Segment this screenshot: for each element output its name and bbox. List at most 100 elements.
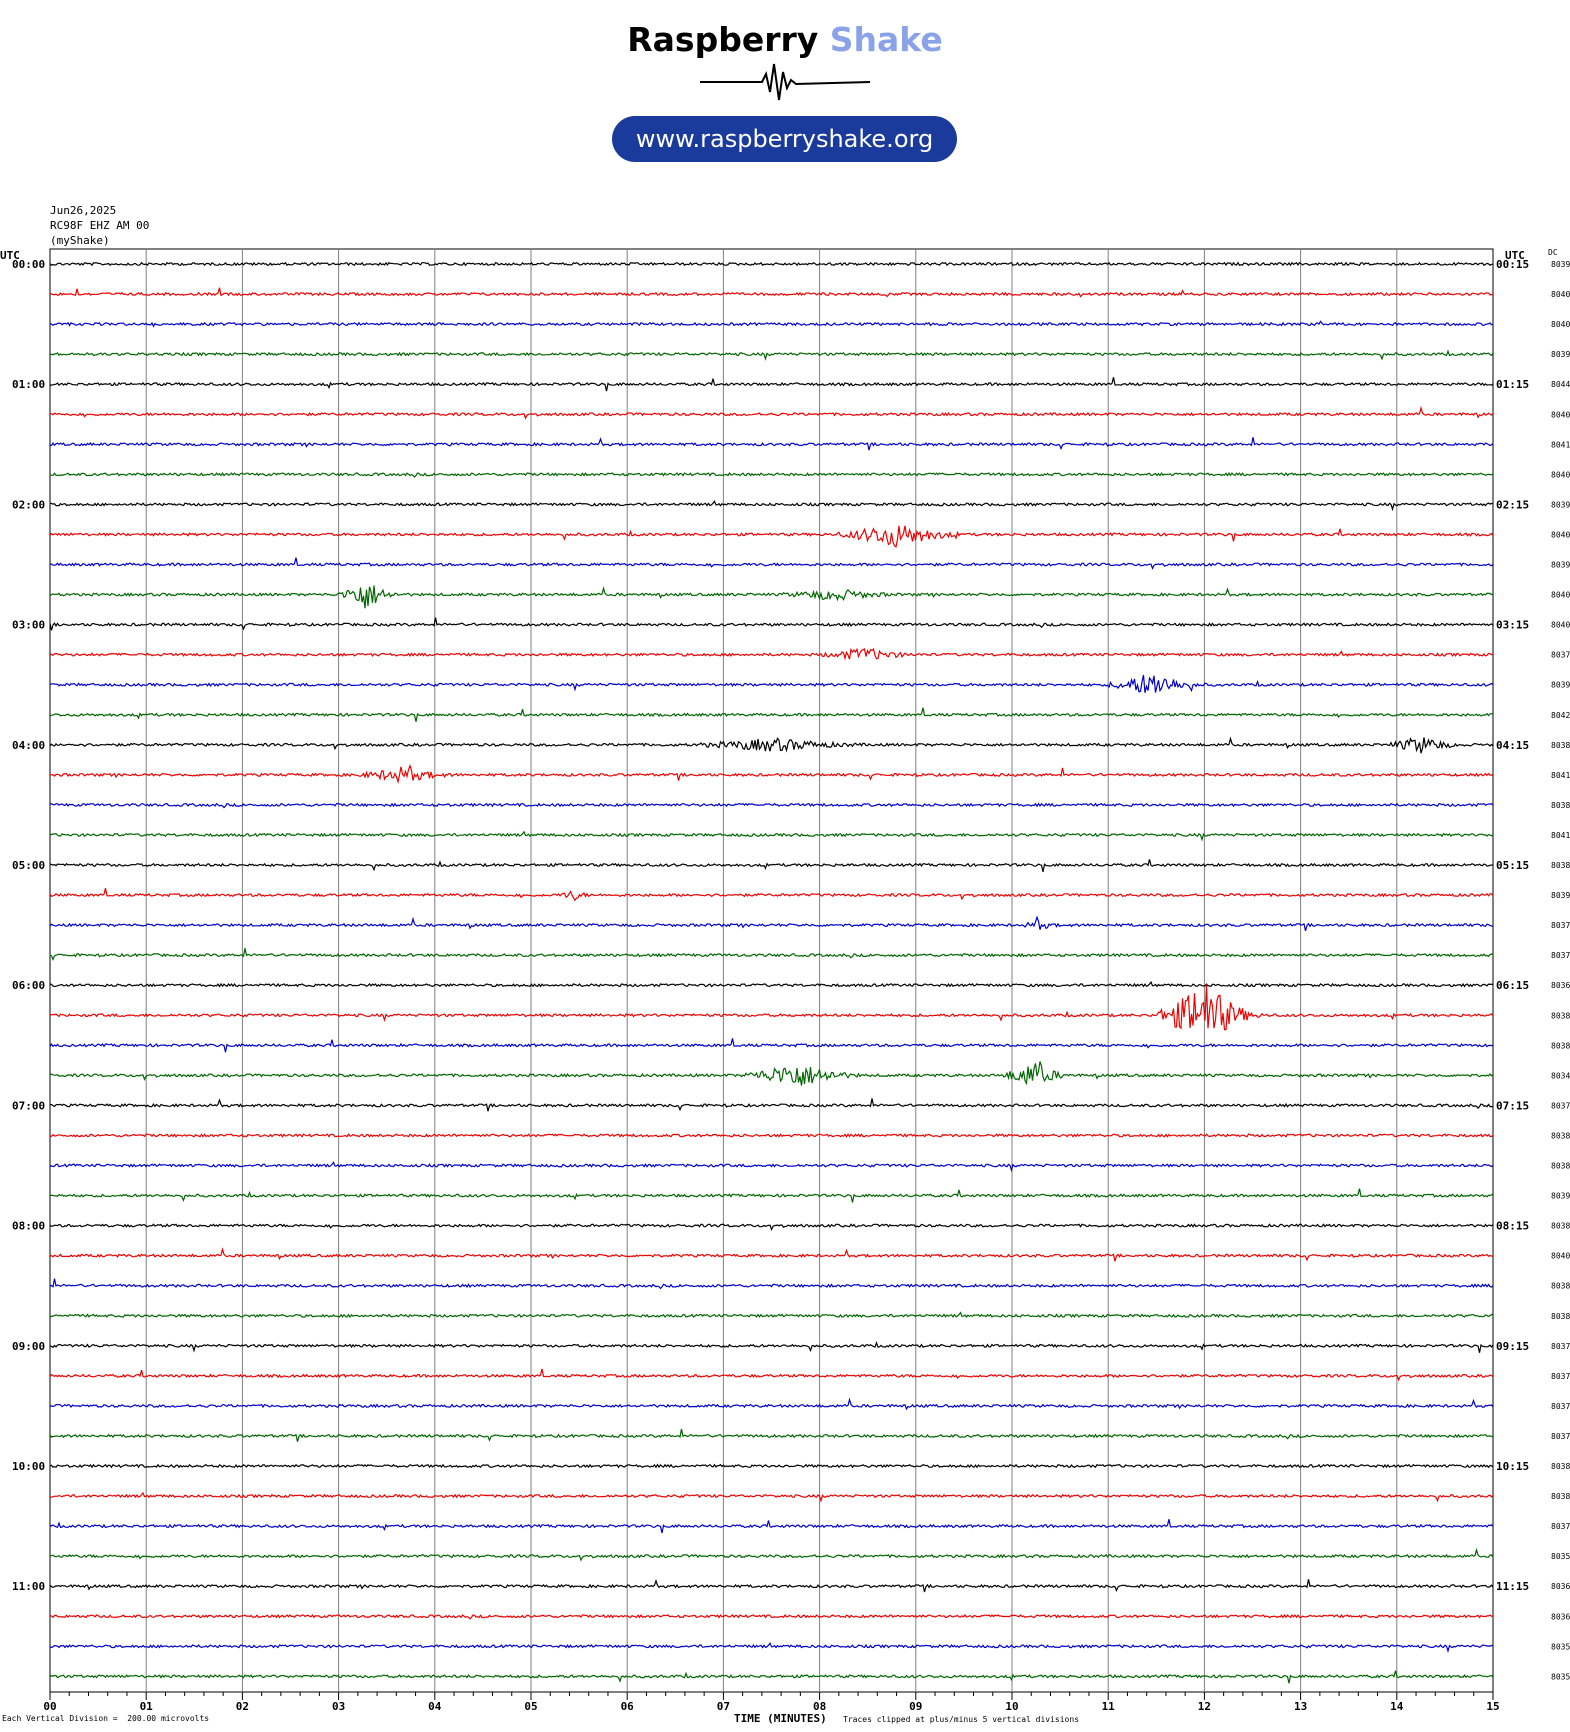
dc-value: 8041	[1551, 771, 1570, 780]
x-tick-label: 00	[43, 1700, 56, 1713]
trace-row	[49, 1463, 1494, 1469]
trace-row	[49, 1223, 1494, 1232]
dc-value: 8040	[1551, 470, 1570, 479]
dc-value: 8040	[1551, 1252, 1570, 1261]
dc-value: 8038	[1551, 801, 1570, 810]
dc-value: 8039	[1551, 561, 1570, 570]
dc-value: 8039	[1551, 1192, 1570, 1201]
dc-value: 8040	[1551, 591, 1570, 600]
x-tick-label: 13	[1294, 1700, 1307, 1713]
trace-row	[49, 287, 1494, 298]
seismograph-logo-icon	[700, 63, 870, 101]
hour-label-left: 00:00	[12, 258, 45, 271]
dc-value: 8038	[1551, 1312, 1570, 1321]
trace-row	[49, 948, 1494, 961]
dc-value: 8044	[1551, 380, 1570, 389]
hour-label-right: 04:15	[1496, 739, 1529, 752]
hour-label-left: 02:00	[12, 498, 45, 511]
dc-value: 8037	[1551, 1402, 1570, 1411]
x-tick-label: 14	[1390, 1700, 1404, 1713]
dc-value: 8038	[1551, 1041, 1570, 1050]
station-label: RC98F EHZ AM 00	[50, 219, 150, 232]
logo-word-shake: Shake	[829, 20, 943, 59]
hour-label-left: 03:00	[12, 619, 45, 632]
dc-value: 8037	[1551, 921, 1570, 930]
vertical-division-note: Each Vertical Division = 200.00 microvol…	[2, 1714, 210, 1723]
hour-label-right: 00:15	[1496, 258, 1529, 271]
dc-value: 8040	[1551, 621, 1570, 630]
dc-value: 8036	[1551, 1612, 1570, 1621]
hour-label-left: 09:00	[12, 1340, 45, 1353]
trace-row	[49, 859, 1494, 873]
trace-row	[49, 405, 1494, 420]
x-axis-label: TIME (MINUTES)	[734, 1712, 827, 1725]
dc-value: 8038	[1551, 1011, 1570, 1020]
trace-row	[49, 500, 1494, 512]
dc-value: 8041	[1551, 440, 1570, 449]
hour-label-left: 08:00	[12, 1220, 45, 1233]
trace-row	[49, 585, 1494, 609]
hour-label-right: 03:15	[1496, 619, 1529, 632]
hour-label-left: 06:00	[12, 979, 45, 992]
dc-value: 8040	[1551, 290, 1570, 299]
trace-row	[49, 736, 1494, 754]
dc-value: 8037	[1551, 1432, 1570, 1441]
dc-value: 8039	[1551, 260, 1570, 269]
hour-label-right: 01:15	[1496, 378, 1529, 391]
hour-label-right: 11:15	[1496, 1580, 1529, 1593]
dc-value: 8037	[1551, 1101, 1570, 1110]
dc-value: 8039	[1551, 891, 1570, 900]
plot-frame	[49, 248, 1494, 1693]
hour-label-right: 10:15	[1496, 1460, 1529, 1473]
dc-value: 8039	[1551, 500, 1570, 509]
network-label: (myShake)	[50, 234, 110, 247]
trace-row	[49, 1613, 1494, 1620]
trace-row	[49, 525, 1494, 548]
logo-title: Raspberry Shake	[0, 20, 1570, 59]
trace-row	[49, 1397, 1494, 1411]
dc-value: 8040	[1551, 410, 1570, 419]
trace-row	[49, 674, 1494, 693]
website-link-button[interactable]: www.raspberryshake.org	[612, 116, 957, 162]
hour-label-right: 07:15	[1496, 1099, 1529, 1112]
utc-right-label: UTC	[1505, 249, 1525, 262]
trace-row	[49, 1340, 1494, 1353]
dc-value: 8037	[1551, 951, 1570, 960]
trace-row	[49, 1579, 1494, 1593]
logo-word-raspberry: Raspberry	[627, 20, 819, 59]
trace-row	[50, 1098, 1494, 1112]
dc-label: DC	[1548, 248, 1558, 257]
clipping-note: Traces clipped at plus/minus 5 vertical …	[843, 1715, 1080, 1724]
trace-row	[49, 1311, 1494, 1319]
dc-value: 8040	[1551, 530, 1570, 539]
hour-label-left: 11:00	[12, 1580, 45, 1593]
dc-value: 8038	[1551, 1162, 1570, 1171]
hour-label-left: 05:00	[12, 859, 45, 872]
trace-row	[49, 557, 1494, 570]
hour-label-right: 05:15	[1496, 859, 1529, 872]
hour-label-right: 09:15	[1496, 1340, 1529, 1353]
trace-row	[49, 1641, 1494, 1654]
trace-row	[49, 647, 1494, 661]
dc-value: 8041	[1551, 831, 1570, 840]
trace-row	[49, 1428, 1494, 1442]
hour-label-right: 02:15	[1496, 498, 1529, 511]
trace-row	[49, 1519, 1494, 1534]
dc-value: 8038	[1551, 1222, 1570, 1231]
trace-row	[49, 984, 1494, 1031]
x-tick-label: 08	[813, 1700, 826, 1713]
trace-row	[49, 320, 1494, 328]
dc-value: 8037	[1551, 651, 1570, 660]
trace-row	[49, 830, 1494, 842]
trace-row	[49, 802, 1494, 809]
dc-value: 8037	[1551, 1522, 1570, 1531]
trace-row	[49, 1061, 1494, 1086]
trace-row	[49, 1161, 1494, 1173]
trace-row	[49, 1278, 1494, 1290]
trace-row	[49, 1038, 1494, 1053]
x-tick-label: 15	[1486, 1700, 1499, 1713]
trace-row	[49, 471, 1494, 478]
dc-value: 8039	[1551, 350, 1570, 359]
x-tick-label: 09	[909, 1700, 922, 1713]
trace-row	[49, 377, 1494, 392]
